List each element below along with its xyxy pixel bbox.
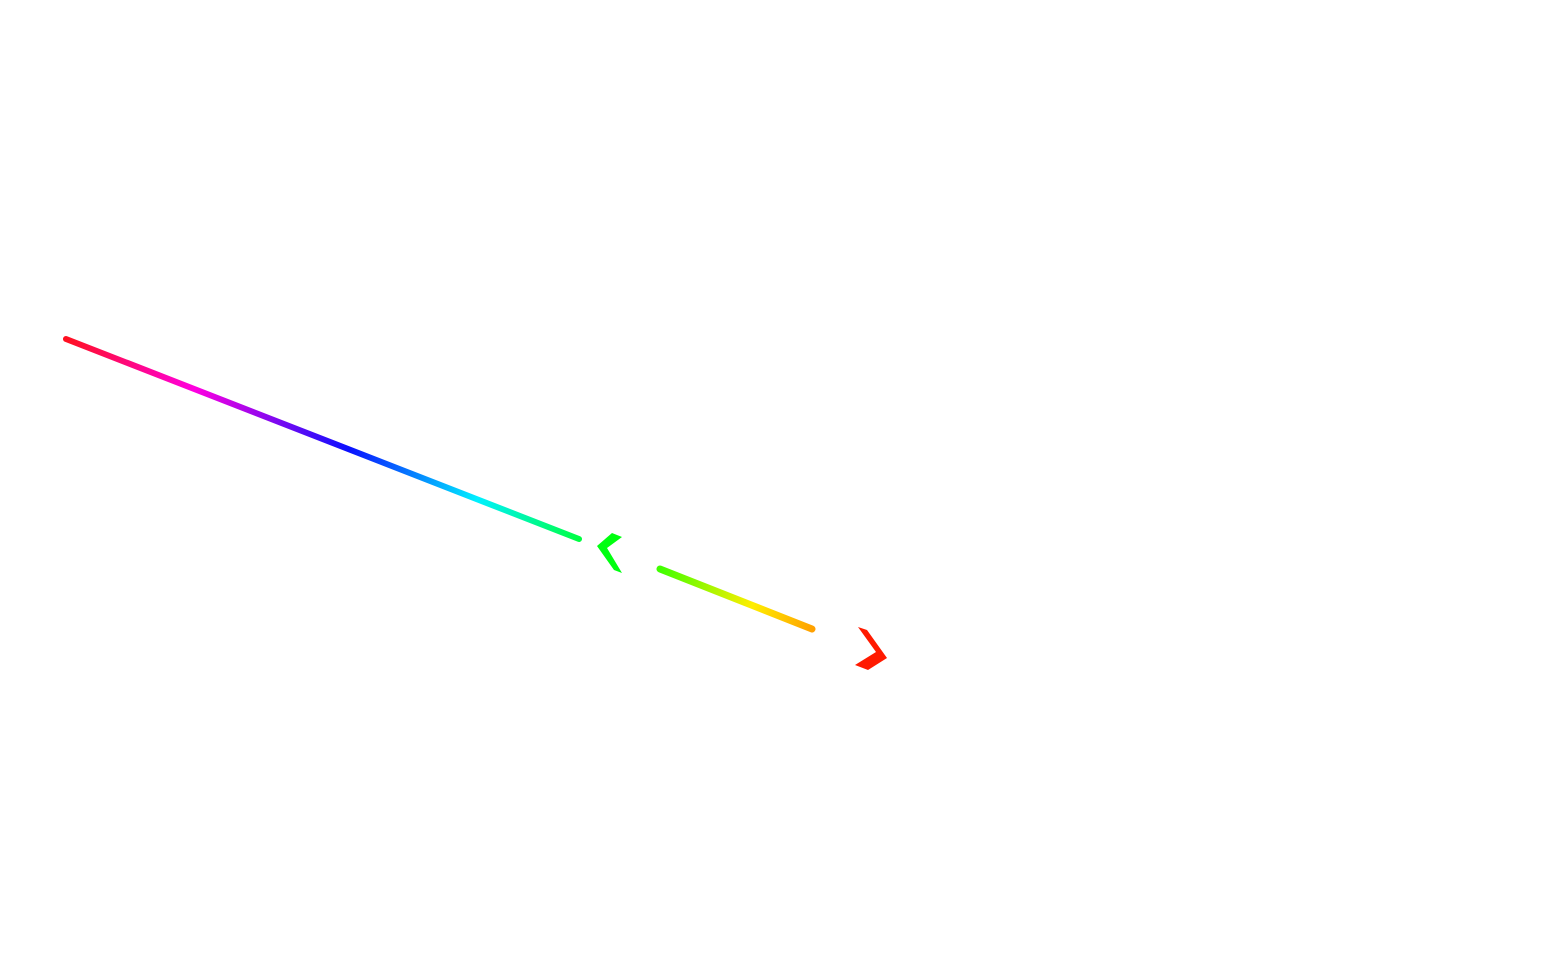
gradient-line (656, 565, 816, 633)
left-chevron (597, 533, 622, 573)
right-chevron (855, 627, 887, 670)
gradient-line (63, 336, 582, 542)
